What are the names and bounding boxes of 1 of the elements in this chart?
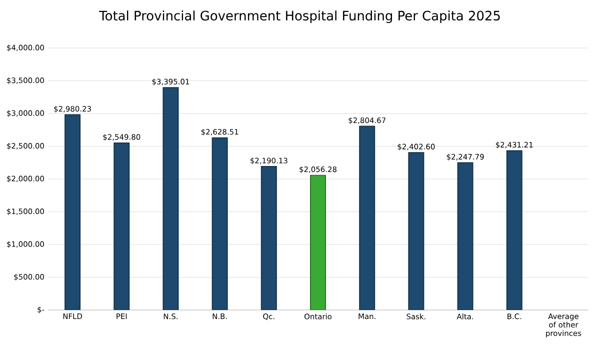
chart-title: Total Provincial Government Hospital Funding Per Capita 2025 <box>99 10 500 24</box>
